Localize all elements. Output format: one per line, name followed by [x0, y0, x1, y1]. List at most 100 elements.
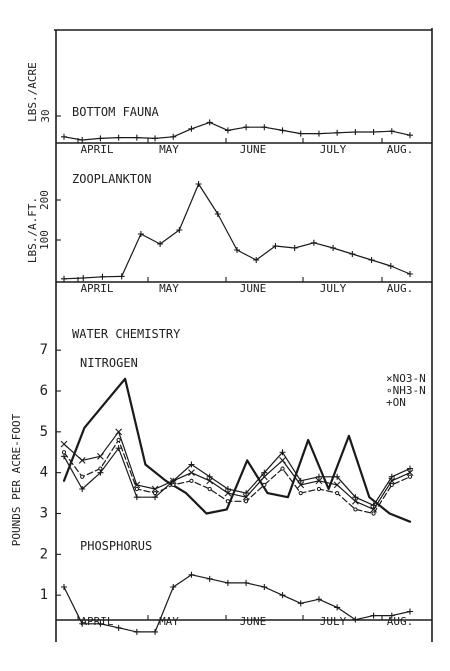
series-line [63, 121, 411, 141]
data-point [133, 134, 140, 141]
data-point [388, 477, 396, 485]
data-point [137, 231, 144, 237]
data-point [388, 612, 395, 619]
month-label: AUG. [387, 615, 414, 628]
y-tick-label: 4 [40, 465, 48, 481]
month-label: JULY [320, 282, 347, 295]
data-point [133, 494, 140, 501]
data-point [224, 489, 232, 497]
data-point [352, 129, 359, 135]
data-point [333, 481, 341, 489]
data-point [195, 181, 202, 187]
data-point [387, 263, 394, 269]
data-point [261, 124, 268, 131]
y-tick-label: 7 [40, 342, 48, 358]
data-point [157, 241, 164, 247]
y-tick-label: 6 [40, 383, 48, 399]
data-point [152, 494, 159, 501]
data-point [315, 473, 322, 480]
panel-subtitle: PHOSPHORUS [80, 539, 152, 553]
data-point [207, 486, 212, 492]
month-label: JUNE [240, 615, 267, 628]
data-point [352, 616, 359, 623]
data-point [115, 624, 122, 631]
data-point [118, 273, 125, 280]
series-line [63, 574, 411, 633]
data-point [279, 457, 286, 464]
data-point [170, 133, 177, 140]
data-point [261, 584, 268, 590]
data-point [116, 437, 121, 443]
data-point [279, 127, 286, 134]
data-point [334, 473, 341, 480]
data-point [60, 440, 68, 448]
month-label: JULY [320, 615, 347, 628]
month-label: JUNE [240, 143, 267, 156]
data-point [97, 469, 104, 476]
data-point [188, 125, 195, 132]
data-point [407, 271, 413, 277]
data-point [99, 273, 106, 280]
panel-title: BOTTOM FAUNA [72, 105, 159, 119]
month-label: JUNE [240, 282, 267, 295]
panel-title: ZOOPLANKTON [72, 172, 151, 186]
series-line [63, 439, 411, 515]
y-tick-label: 5 [40, 424, 48, 440]
data-point [253, 257, 260, 263]
data-point [388, 473, 395, 480]
data-point [188, 461, 195, 468]
data-point [370, 502, 377, 509]
data-point [334, 604, 341, 611]
data-point [133, 628, 140, 635]
y-axis-label: LBS./A.FT. [26, 197, 39, 263]
legend-entry: ∘NH3-N [386, 384, 426, 397]
data-point [335, 490, 340, 496]
data-point [262, 482, 267, 488]
data-point [170, 477, 177, 484]
data-point [368, 257, 375, 263]
data-point [115, 445, 122, 452]
data-point [297, 130, 304, 137]
data-point [188, 469, 195, 477]
y-tick-label: 1 [40, 587, 48, 603]
data-point [170, 584, 177, 590]
data-point [189, 478, 194, 483]
data-point [79, 137, 86, 143]
data-point [61, 275, 67, 282]
data-point [206, 473, 213, 480]
data-point [214, 211, 221, 217]
y-tick-label: 200 [38, 190, 51, 210]
data-point [97, 135, 104, 142]
data-point [80, 275, 87, 281]
y-tick-label: 2 [40, 546, 48, 562]
data-point [261, 469, 268, 476]
data-point [407, 132, 413, 139]
data-point [351, 497, 359, 505]
data-point [349, 251, 356, 257]
data-point [407, 465, 413, 472]
data-point [297, 477, 304, 484]
data-point [79, 620, 86, 627]
data-point [297, 600, 304, 607]
legend-entry: ×NO3-N [386, 372, 426, 385]
data-point [371, 511, 376, 516]
data-point [244, 499, 249, 504]
month-label: MAY [159, 615, 179, 628]
data-point [370, 612, 377, 619]
data-point [315, 477, 323, 485]
month-label: MAY [159, 282, 179, 295]
data-point [80, 474, 85, 479]
series-line [63, 447, 411, 506]
series-line [62, 377, 412, 523]
data-point [115, 134, 122, 141]
data-point [61, 133, 67, 140]
month-label: AUG. [387, 143, 414, 156]
data-point [334, 129, 341, 136]
data-point [61, 584, 67, 590]
data-point [115, 428, 123, 436]
month-label: AUG. [387, 282, 414, 295]
